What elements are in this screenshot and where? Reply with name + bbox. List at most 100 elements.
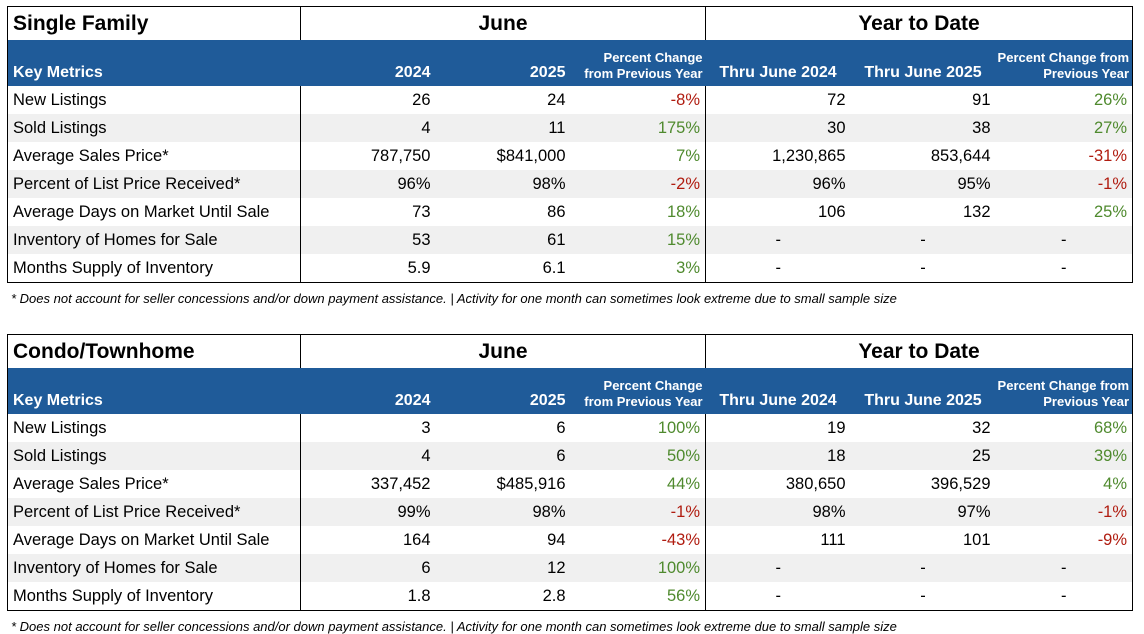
data-row: Average Sales Price* 787,750 $841,000 7% 1,2… xyxy=(7,142,1133,170)
metric-value: - xyxy=(850,554,996,582)
header-row: Key Metrics 2024 2025 Percent Change from P… xyxy=(7,368,1133,414)
metric-value: 27% xyxy=(995,114,1133,142)
metric-value: 98% xyxy=(705,498,851,526)
table-head: Single Family June Year to Date Key Metrics… xyxy=(7,6,1133,86)
column-header: Percent Change from Previous Year xyxy=(995,40,1133,86)
metric-value: 5.9 xyxy=(407,258,431,277)
metric-value: 39% xyxy=(995,442,1133,470)
metric-value: 61 xyxy=(435,226,571,254)
metric-name: Average Sales Price* xyxy=(7,470,301,498)
metric-value: 98% xyxy=(435,170,571,198)
metric-value: 25 xyxy=(850,442,996,470)
metric-value: 4 xyxy=(300,442,436,470)
metric-value: 86 xyxy=(547,202,566,221)
metric-value: - xyxy=(1061,258,1067,277)
metric-value: - xyxy=(775,586,782,605)
metric-value: -43% xyxy=(570,526,707,554)
column-header: 2025 xyxy=(435,40,571,86)
footnote: * Does not account for seller concession… xyxy=(11,291,897,306)
column-header: Percent Change from Previous Year xyxy=(995,368,1133,414)
metric-value: 100% xyxy=(570,414,707,442)
column-header: Key Metrics xyxy=(7,368,301,414)
column-header: Thru June 2024 xyxy=(705,368,851,414)
table-body: New Listings 26 24 -8% 72 91 26% Sold Listings 4… xyxy=(7,86,1133,283)
column-header: Percent Change from Previous Year xyxy=(570,368,706,414)
metric-value: -2% xyxy=(570,170,707,198)
metric-value: 26 xyxy=(412,90,431,109)
metric-value: 6 xyxy=(300,554,436,582)
metric-value: 6 xyxy=(435,442,571,470)
metric-value: 72 xyxy=(827,90,846,109)
group-header: June xyxy=(300,334,707,368)
metric-value: 787,750 xyxy=(370,146,431,165)
metric-value: 100% xyxy=(570,554,707,582)
metric-value: 30 xyxy=(705,114,851,142)
metric-value: 853,644 xyxy=(930,146,991,165)
metric-value: 1.8 xyxy=(407,586,431,605)
table-block: Condo/Townhome June Year to Date Key Metric… xyxy=(7,334,1134,634)
metric-value: 3% xyxy=(570,254,707,283)
metric-value: 106 xyxy=(817,202,846,221)
data-row: Sold Listings 4 6 50% 18 25 39% xyxy=(7,442,1133,470)
footnote: * Does not account for seller concession… xyxy=(11,619,897,634)
metric-value: 4% xyxy=(1103,474,1128,493)
metric-value: 12 xyxy=(435,554,571,582)
metric-value: 97% xyxy=(850,498,996,526)
metric-value: -1% xyxy=(570,498,707,526)
metric-value: - xyxy=(1061,586,1067,605)
column-header: 2025 xyxy=(435,368,571,414)
column-header: Thru June 2025 xyxy=(850,40,996,86)
metric-value: 38 xyxy=(850,114,996,142)
metric-value: 380,650 xyxy=(785,474,846,493)
column-header: Thru June 2024 xyxy=(705,40,851,86)
metric-value: 18 xyxy=(705,442,851,470)
metric-value: 19 xyxy=(827,418,846,437)
table-body: New Listings 3 6 100% 19 32 68% Sold Listings 4 6… xyxy=(7,414,1133,611)
table-block: Single Family June Year to Date Key Metrics… xyxy=(7,6,1134,306)
metric-name: New Listings xyxy=(7,414,301,442)
metric-name: Average Sales Price* xyxy=(7,142,301,170)
metric-name: Average Days on Market Until Sale xyxy=(7,198,301,226)
metric-value: 95% xyxy=(850,170,996,198)
metric-name: Months Supply of Inventory xyxy=(7,582,301,611)
table-head: Condo/Townhome June Year to Date Key Metric… xyxy=(7,334,1133,414)
metric-value: 111 xyxy=(820,530,846,549)
metric-value: 6.1 xyxy=(542,258,566,277)
metric-value: 2.8 xyxy=(542,586,566,605)
metric-value: 68% xyxy=(1094,418,1128,437)
metric-value: 4 xyxy=(300,114,436,142)
data-row: Months Supply of Inventory 5.9 6.1 3% - - - xyxy=(7,254,1133,283)
metric-value: -9% xyxy=(1097,530,1128,549)
metric-value: 44% xyxy=(570,470,707,498)
metric-value: 99% xyxy=(300,498,436,526)
data-row: Percent of List Price Received* 99% 98% -1%… xyxy=(7,498,1133,526)
data-row: New Listings 3 6 100% 19 32 68% xyxy=(7,414,1133,442)
metric-name: Sold Listings xyxy=(7,114,301,142)
metric-value: 15% xyxy=(570,226,707,254)
metric-value: - xyxy=(995,226,1133,254)
data-row: Percent of List Price Received* 96% 98% -2%… xyxy=(7,170,1133,198)
metric-value: 53 xyxy=(300,226,436,254)
data-row: Average Days on Market Until Sale 164 94 -4… xyxy=(7,526,1133,554)
title-row: Single Family June Year to Date xyxy=(7,6,1133,40)
metric-value: 164 xyxy=(402,530,431,549)
group-header: June xyxy=(300,6,707,40)
data-row: Inventory of Homes for Sale 53 61 15% - - - xyxy=(7,226,1133,254)
column-header: 2024 xyxy=(300,40,436,86)
data-row: Sold Listings 4 11 175% 30 38 27% xyxy=(7,114,1133,142)
header-row: Key Metrics 2024 2025 Percent Change from P… xyxy=(7,40,1133,86)
metric-value: 396,529 xyxy=(930,474,991,493)
metric-name: Sold Listings xyxy=(7,442,301,470)
metric-name: New Listings xyxy=(7,86,301,114)
metric-value: 3 xyxy=(421,418,431,437)
metric-value: 11 xyxy=(435,114,571,142)
metric-name: Average Days on Market Until Sale xyxy=(7,526,301,554)
metric-value: 94 xyxy=(547,530,566,549)
metric-value: - xyxy=(775,258,782,277)
metric-value: 56% xyxy=(570,582,707,611)
data-row: Average Days on Market Until Sale 73 86 18%… xyxy=(7,198,1133,226)
metric-name: Percent of List Price Received* xyxy=(7,498,301,526)
metric-name: Inventory of Homes for Sale xyxy=(7,554,301,582)
metric-value: - xyxy=(995,554,1133,582)
